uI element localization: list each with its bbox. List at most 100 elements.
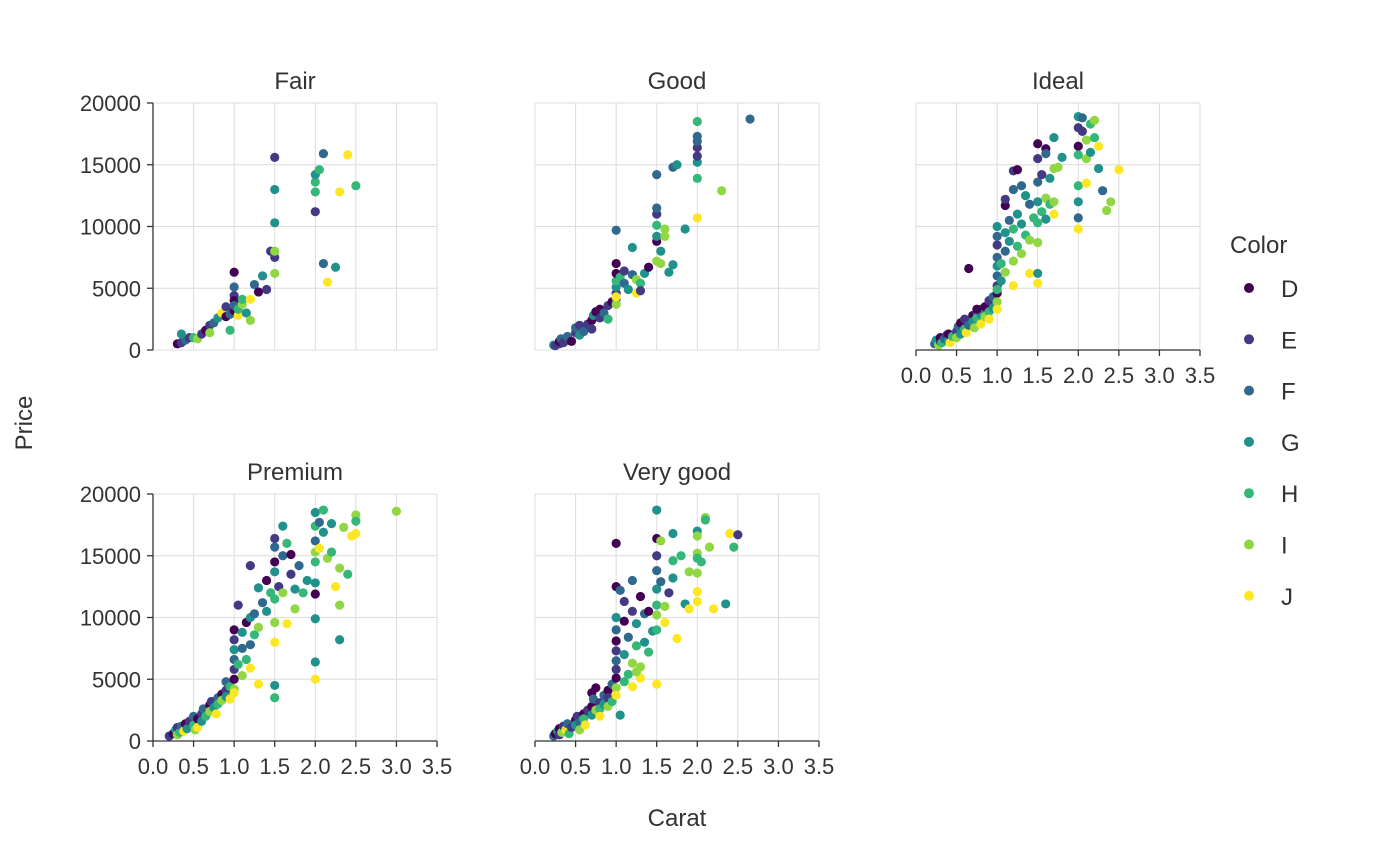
data-point [282,619,292,629]
data-point [652,505,662,515]
data-point [1033,139,1043,149]
data-point [318,505,328,515]
data-point [668,528,678,539]
legend-swatch [1244,283,1254,293]
legend-item-h: H [1244,481,1298,508]
data-point [652,584,662,594]
data-point [1073,150,1083,160]
data-point [729,542,739,552]
data-point [692,173,702,183]
data-point [1114,165,1124,175]
data-point [229,625,239,635]
data-point [229,645,239,655]
data-point [692,531,702,541]
data-point [1000,246,1010,256]
data-point [351,181,361,191]
data-point [245,561,255,571]
data-point [660,617,670,628]
legend-swatch [1244,334,1254,345]
data-point [692,213,702,223]
data-point [660,601,670,611]
data-point [270,152,280,162]
data-point [1008,256,1018,266]
data-point [595,711,605,721]
data-point [229,688,239,698]
data-point [221,302,231,312]
data-point [692,116,702,127]
data-point [652,203,662,213]
data-point [611,683,621,693]
data-point [326,519,337,529]
data-point [656,246,666,256]
data-point [270,533,280,544]
data-point [1033,177,1043,187]
y-tick-label: 5000 [92,667,141,692]
x-tick-label: 1.0 [601,754,632,779]
data-point [611,690,621,700]
data-point [639,637,650,647]
data-point [1053,162,1063,172]
data-point [326,547,337,557]
data-point [627,682,637,692]
data-point [335,600,345,610]
data-point [635,286,646,296]
data-point [270,567,280,577]
data-point [270,218,280,228]
data-point [262,575,272,586]
data-point [611,612,621,623]
data-point [1000,228,1010,238]
data-point [245,663,255,673]
data-point [253,287,264,297]
data-point [1008,224,1018,234]
y-tick-label: 0 [129,729,141,754]
data-point [964,263,974,274]
data-point [270,680,280,691]
data-point [1073,224,1083,234]
data-point [1057,152,1067,162]
facet-title: Fair [274,68,315,95]
data-point [249,279,260,290]
data-point [603,314,613,324]
data-point [330,262,341,272]
x-tick-label: 1.5 [259,754,290,779]
data-point [1033,237,1043,248]
data-point [245,640,255,650]
data-point [310,207,320,217]
data-point [270,542,280,552]
data-point [652,231,662,241]
data-point [1093,141,1104,151]
x-tick-label: 3.5 [804,754,835,779]
data-point [1033,278,1043,288]
data-point [211,709,221,719]
data-point [972,304,982,314]
legend-swatch [1244,436,1254,447]
data-point [619,616,629,626]
data-point [644,262,654,272]
data-point [644,647,654,657]
data-point [652,625,662,635]
data-point [1004,236,1014,246]
data-point [1081,135,1091,145]
y-axis-title: Price [11,396,38,451]
data-point [644,606,654,616]
data-point [692,596,702,607]
x-tick-label: 0.0 [901,363,932,388]
data-point [176,329,186,339]
data-point [245,294,255,304]
data-point [310,589,320,599]
data-point [294,561,304,571]
legend-swatch [1244,539,1254,550]
data-point [611,299,621,309]
data-point [314,517,324,528]
data-point [1025,235,1035,245]
facet-title: Very good [623,459,731,486]
data-point [611,656,621,666]
data-point [1008,184,1018,195]
data-point [1085,147,1096,157]
data-point [1012,209,1023,219]
x-tick-label: 0.0 [138,754,169,779]
data-point [278,588,288,598]
data-point [627,575,637,586]
x-tick-label: 2.5 [1104,363,1135,388]
